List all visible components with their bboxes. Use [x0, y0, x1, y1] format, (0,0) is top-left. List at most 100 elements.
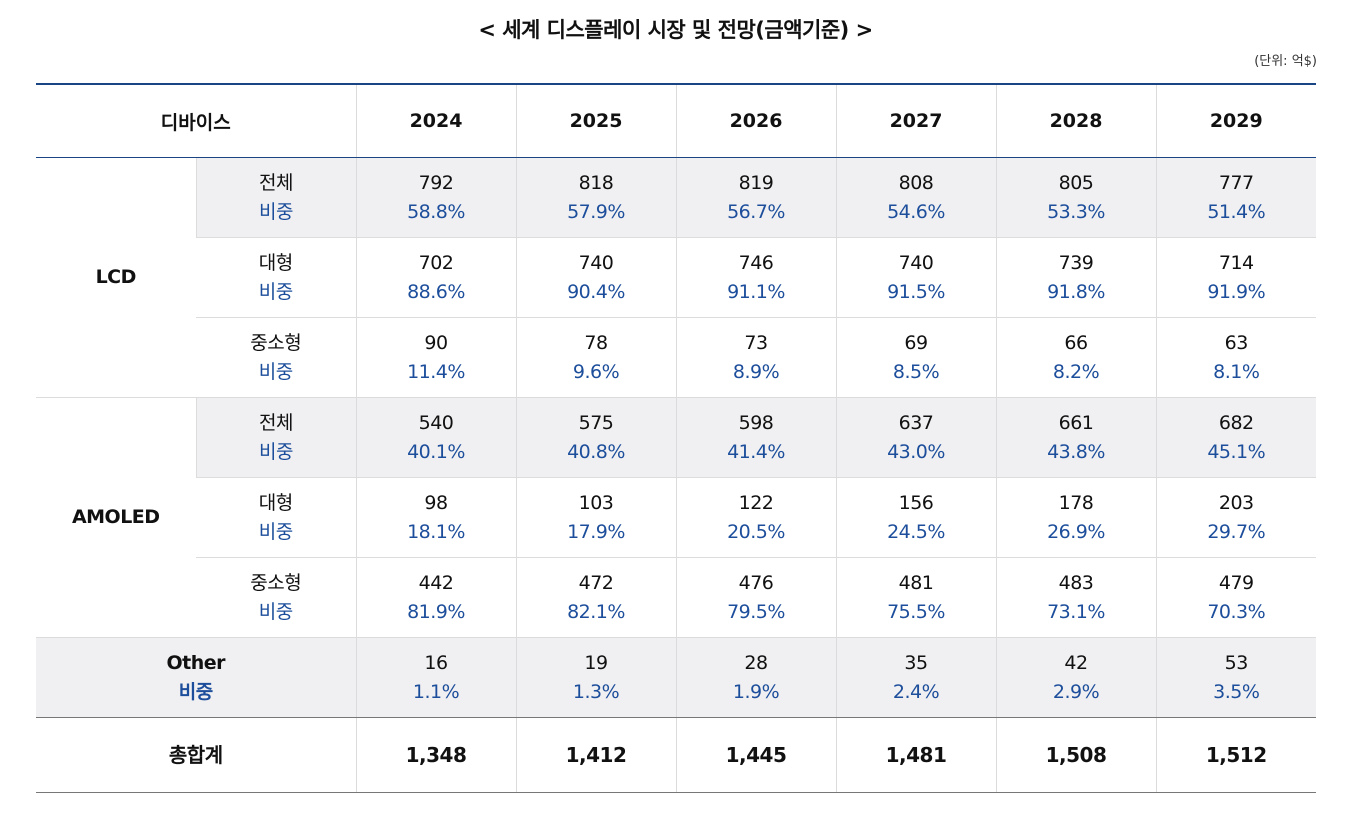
value: 598	[738, 411, 774, 434]
share-label: 비중	[258, 520, 293, 543]
data-cell: 805 53.3%	[995, 157, 1157, 238]
table-row: 중소형 비중 442 81.9% 472 82.1% 476 79.5% 481 75.5% 483…	[36, 557, 1317, 638]
data-cell: 808 54.6%	[835, 157, 997, 238]
share: 56.7%	[727, 200, 785, 223]
value: 637	[898, 411, 934, 434]
value: 479	[1218, 571, 1254, 594]
group-label: AMOLED	[36, 397, 196, 638]
other-label-text: Other	[166, 651, 226, 674]
header-year: 2025	[515, 84, 677, 158]
header-year: 2026	[675, 84, 837, 158]
data-cell: 661 43.8%	[995, 397, 1157, 478]
share: 45.1%	[1207, 440, 1266, 463]
share: 91.1%	[727, 280, 785, 303]
header-year: 2029	[1155, 84, 1317, 158]
data-cell: 63 8.1%	[1155, 317, 1317, 398]
value: 818	[578, 171, 614, 194]
share-label: 비중	[258, 280, 293, 303]
data-cell: 792 58.8%	[355, 157, 517, 238]
other-label: Other 비중	[36, 637, 357, 718]
value: 122	[738, 491, 774, 514]
share: 79.5%	[727, 600, 785, 623]
row-label: 중소형 비중	[196, 317, 357, 398]
value: 805	[1058, 171, 1094, 194]
value: 540	[418, 411, 454, 434]
value: 28	[744, 651, 768, 674]
share: 2.9%	[1052, 680, 1100, 703]
value: 178	[1058, 491, 1094, 514]
share-label: 비중	[258, 600, 293, 623]
value: 156	[898, 491, 934, 514]
header-year: 2027	[835, 84, 997, 158]
total-row: 총합계 1,348 1,412 1,445 1,481 1,508 1,512	[36, 717, 1317, 793]
total-value: 1,512	[1155, 717, 1317, 793]
share: 40.1%	[407, 440, 465, 463]
share: 43.8%	[1047, 440, 1105, 463]
header-year: 2028	[995, 84, 1157, 158]
data-cell: 53 3.5%	[1155, 637, 1317, 718]
total-value: 1,348	[355, 717, 517, 793]
data-cell: 98 18.1%	[355, 477, 517, 558]
data-cell: 78 9.6%	[515, 317, 677, 398]
value: 69	[904, 331, 928, 354]
value: 481	[898, 571, 934, 594]
share: 11.4%	[407, 360, 465, 383]
total-value: 1,508	[995, 717, 1157, 793]
table-row: 대형 비중 98 18.1% 103 17.9% 122 20.5% 156 24.5% 178 26…	[36, 477, 1317, 558]
total-value: 1,481	[835, 717, 997, 793]
data-cell: 19 1.3%	[515, 637, 677, 718]
value: 739	[1058, 251, 1094, 274]
data-cell: 472 82.1%	[515, 557, 677, 638]
share: 51.4%	[1207, 200, 1266, 223]
data-cell: 739 91.8%	[995, 237, 1157, 318]
row-label-text: 중소형	[250, 331, 302, 354]
share: 9.6%	[572, 360, 620, 383]
data-cell: 28 1.9%	[675, 637, 837, 718]
header-year: 2024	[355, 84, 517, 158]
row-label-text: 중소형	[250, 571, 302, 594]
data-cell: 740 90.4%	[515, 237, 677, 318]
data-cell: 575 40.8%	[515, 397, 677, 478]
data-cell: 598 41.4%	[675, 397, 837, 478]
data-cell: 35 2.4%	[835, 637, 997, 718]
share: 91.5%	[887, 280, 945, 303]
value: 808	[898, 171, 934, 194]
data-cell: 178 26.9%	[995, 477, 1157, 558]
row-label-text: 대형	[258, 251, 293, 274]
data-cell: 90 11.4%	[355, 317, 517, 398]
row-label: 전체 비중	[195, 157, 357, 238]
data-cell: 203 29.7%	[1155, 477, 1317, 558]
value: 777	[1218, 171, 1254, 194]
data-cell: 777 51.4%	[1155, 157, 1317, 238]
share: 24.5%	[887, 520, 945, 543]
share: 3.5%	[1213, 680, 1260, 703]
group-label: LCD	[36, 157, 196, 398]
value: 78	[584, 331, 608, 354]
share: 88.6%	[407, 280, 465, 303]
data-cell: 66 8.2%	[995, 317, 1157, 398]
value: 16	[424, 651, 448, 674]
share: 29.7%	[1207, 520, 1266, 543]
share: 2.4%	[892, 680, 940, 703]
share: 1.3%	[572, 680, 620, 703]
value: 792	[418, 171, 454, 194]
data-cell: 818 57.9%	[515, 157, 677, 238]
table-row: AMOLED 전체 비중 540 40.1% 575 40.8% 598 41.4% 637 43.…	[36, 397, 1317, 638]
data-cell: 483 73.1%	[995, 557, 1157, 638]
data-cell: 714 91.9%	[1155, 237, 1317, 318]
share: 54.6%	[887, 200, 945, 223]
value: 714	[1218, 251, 1254, 274]
data-cell: 122 20.5%	[675, 477, 837, 558]
value: 661	[1058, 411, 1094, 434]
share: 8.2%	[1052, 360, 1100, 383]
table-row: 대형 비중 702 88.6% 740 90.4% 746 91.1% 740 91.5% 739 9…	[36, 237, 1317, 318]
value: 483	[1058, 571, 1094, 594]
value: 442	[418, 571, 454, 594]
data-cell: 476 79.5%	[675, 557, 837, 638]
table-row: 중소형 비중 90 11.4% 78 9.6% 73 8.9% 69 8.5% 66 8.2% 63 8.…	[36, 317, 1317, 398]
share: 75.5%	[887, 600, 945, 623]
share-label: 비중	[178, 680, 213, 703]
share: 18.1%	[407, 520, 465, 543]
value: 63	[1224, 331, 1249, 354]
